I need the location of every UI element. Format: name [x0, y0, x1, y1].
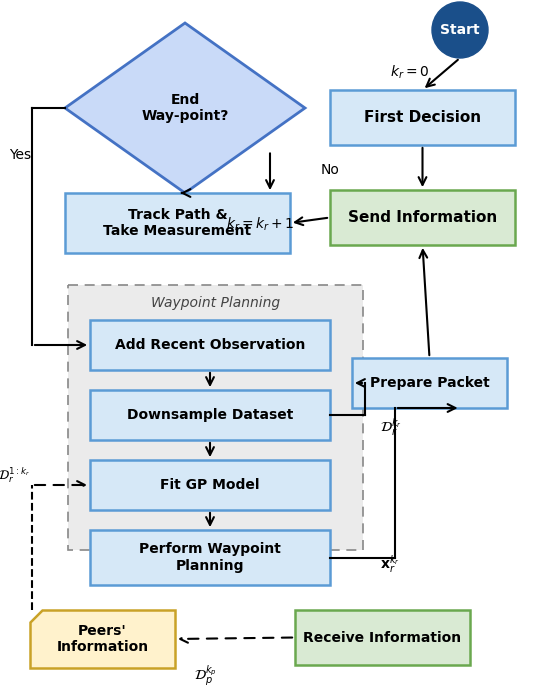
Text: No: No [321, 163, 339, 177]
Text: Prepare Packet: Prepare Packet [370, 376, 490, 390]
Bar [90, 460, 330, 510]
Text: Start: Start [440, 23, 480, 37]
Text: Add Recent Observation: Add Recent Observation [115, 338, 305, 352]
Bar [295, 610, 470, 665]
Text: Receive Information: Receive Information [304, 631, 461, 645]
Bar [90, 390, 330, 440]
Bar [352, 358, 507, 408]
Text: $\mathbf{x}_r^{k_r}$: $\mathbf{x}_r^{k_r}$ [380, 554, 400, 576]
Bar [90, 530, 330, 585]
Text: Peers'
Information: Peers' Information [56, 624, 148, 654]
Bar [330, 190, 515, 245]
Text: $\mathcal{D}_r^{k_r}$: $\mathcal{D}_r^{k_r}$ [380, 417, 402, 439]
Text: Perform Waypoint
Planning: Perform Waypoint Planning [139, 543, 281, 573]
Text: First Decision: First Decision [364, 110, 481, 125]
Text: Waypoint Planning: Waypoint Planning [151, 296, 280, 310]
Text: $k_r = 0$: $k_r = 0$ [390, 63, 429, 81]
Text: $\mathcal{D}_p^{k_p}$: $\mathcal{D}_p^{k_p}$ [194, 663, 216, 688]
Text: Fit GP Model: Fit GP Model [160, 478, 260, 492]
Polygon shape [65, 23, 305, 193]
Text: Track Path &
Take Measurement: Track Path & Take Measurement [103, 208, 252, 238]
Bar [90, 320, 330, 370]
Text: $k_r = k_r + 1$: $k_r = k_r + 1$ [226, 215, 295, 232]
Circle shape [432, 2, 488, 58]
Polygon shape [30, 610, 175, 668]
Text: Yes: Yes [9, 148, 31, 162]
Bar [68, 285, 363, 550]
Text: End
Way-point?: End Way-point? [141, 93, 229, 123]
Bar [65, 193, 290, 253]
Text: Downsample Dataset: Downsample Dataset [127, 408, 293, 422]
Text: $\mathcal{D}_r^{1:k_r}$: $\mathcal{D}_r^{1:k_r}$ [0, 465, 30, 485]
Bar [330, 90, 515, 145]
Text: Send Information: Send Information [348, 210, 497, 225]
